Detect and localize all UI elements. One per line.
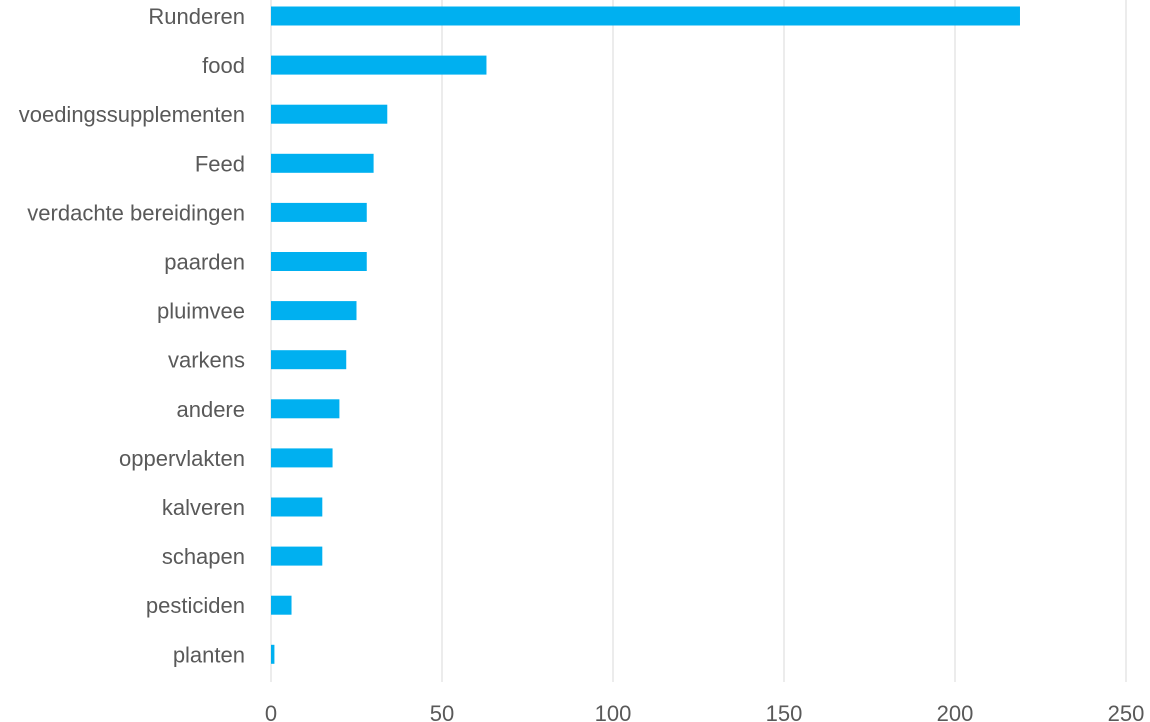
category-label: varkens: [168, 348, 245, 373]
category-label: oppervlakten: [119, 446, 245, 471]
bar: [271, 252, 367, 271]
bar: [271, 497, 323, 517]
bar: [271, 399, 340, 419]
bar: [271, 104, 388, 124]
category-label: andere: [176, 397, 245, 422]
bar: [271, 448, 333, 468]
x-axis-tick-labels: 0 50 100 150 200 250: [265, 701, 1144, 722]
x-tick-label: 100: [595, 701, 632, 722]
bar: [271, 55, 487, 75]
category-label: pesticiden: [146, 593, 245, 618]
category-label: voedingssupplementen: [19, 102, 245, 127]
bar: [271, 546, 323, 566]
category-labels: Runderen food voedingssupplementen Feed verd…: [19, 4, 245, 667]
bars: [271, 6, 1020, 664]
bar: [271, 350, 347, 370]
bar: [271, 6, 1020, 26]
category-label: Runderen: [148, 4, 245, 29]
x-tick-label: 0: [265, 701, 277, 722]
bar: [271, 153, 374, 173]
bar: [271, 301, 357, 321]
x-tick-label: 50: [430, 701, 454, 722]
x-tick-label: 250: [1108, 701, 1145, 722]
category-label: Feed: [195, 151, 245, 176]
bar: [271, 595, 292, 615]
bar: [271, 202, 367, 222]
bar: [271, 644, 275, 664]
category-label: food: [202, 53, 245, 78]
category-label: verdachte bereidingen: [27, 200, 245, 225]
category-label: paarden: [164, 250, 245, 275]
x-tick-label: 150: [766, 701, 803, 722]
gridlines: [270, 0, 1127, 682]
category-label: planten: [173, 642, 245, 667]
category-label: pluimvee: [157, 299, 245, 324]
category-label: kalveren: [162, 495, 245, 520]
x-tick-label: 200: [937, 701, 974, 722]
category-label: schapen: [162, 544, 245, 569]
